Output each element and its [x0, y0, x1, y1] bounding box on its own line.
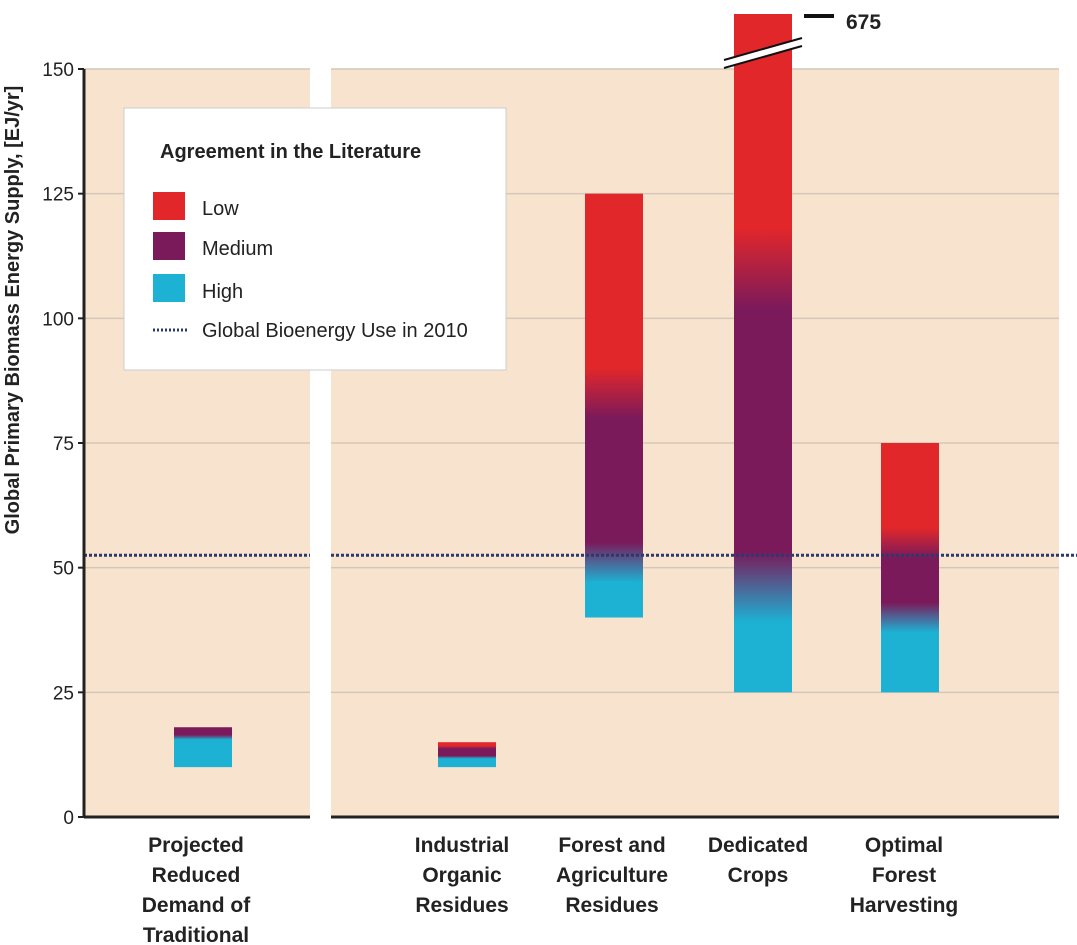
axis-break-gap — [724, 38, 802, 68]
y-tick-label: 100 — [42, 309, 74, 330]
legend-title: Agreement in the Literature — [160, 141, 421, 163]
category-label: Optimal Forest Harvesting — [850, 834, 959, 917]
range-bar — [734, 14, 792, 693]
range-bar — [438, 742, 496, 768]
y-tick-label: 150 — [42, 60, 74, 81]
legend-box — [123, 107, 507, 371]
axis-break-line — [723, 37, 803, 61]
category-label: Industrial Organic Residues — [415, 834, 510, 917]
category-label: Forest and Agriculture Residues — [556, 834, 668, 917]
bars — [174, 14, 939, 768]
legend: Agreement in the Literature Low Medium H… — [123, 107, 507, 371]
y-tick-label: 50 — [53, 559, 74, 580]
y-tick-label: 125 — [42, 185, 74, 206]
range-bar — [174, 727, 232, 768]
range-bar — [881, 443, 939, 693]
legend-swatch-medium — [153, 232, 185, 260]
category-labels: Projected Reduced Demand of Traditional Indu… — [142, 834, 959, 945]
legend-swatch-low — [153, 192, 185, 220]
axes — [78, 68, 1059, 819]
legend-label-reference: Global Bioenergy Use in 2010 — [202, 320, 468, 342]
legend-label-medium: Medium — [202, 238, 273, 260]
axis-break-line — [723, 45, 803, 69]
category-label: Dedicated Crops — [708, 834, 808, 887]
y-axis-label: Global Primary Biomass Energy Supply, [E… — [2, 86, 24, 535]
legend-label-high: High — [202, 281, 243, 303]
range-bar — [585, 193, 643, 618]
axis-break-annotation: 675 — [804, 11, 881, 34]
category-label: Projected Reduced Demand of Traditional — [142, 834, 252, 945]
annotation-label: 675 — [846, 11, 881, 34]
y-tick-label: 0 — [63, 808, 74, 829]
legend-label-low: Low — [202, 198, 239, 220]
y-tick-label: 25 — [53, 683, 74, 704]
legend-swatch-high — [153, 274, 185, 302]
y-tick-label: 75 — [53, 434, 74, 455]
y-tick-labels: 0 25 50 75 100 125 150 — [42, 60, 74, 829]
